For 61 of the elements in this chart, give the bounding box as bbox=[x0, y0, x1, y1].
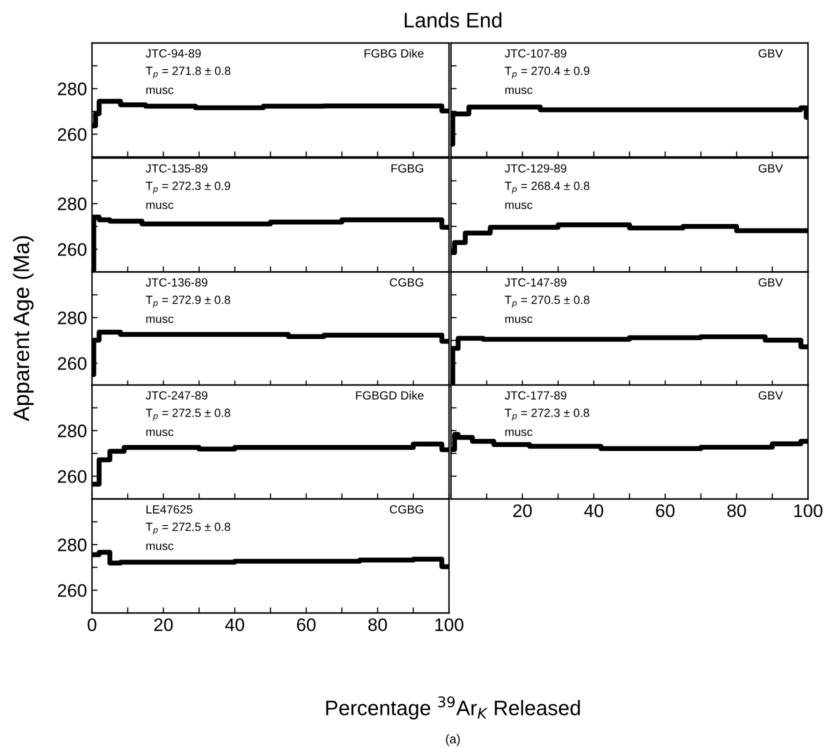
y-tick-label: 260 bbox=[58, 128, 86, 141]
y-tick-label: 280 bbox=[58, 312, 86, 324]
x-tick-label: 20 bbox=[513, 504, 532, 518]
y-tick-label: 280 bbox=[58, 198, 86, 210]
x-tick-label: 80 bbox=[368, 618, 387, 632]
annotation: musc bbox=[146, 544, 174, 550]
annotation: T$_{p}$ = 270.5 ± 0.8 bbox=[504, 296, 590, 308]
y-axis-title: Apparent Age (Ma) bbox=[12, 236, 34, 422]
annotation: T$_{p}$ = 270.4 ± 0.9 bbox=[504, 66, 590, 79]
annotation: T$_{p}$ = 272.3 ± 0.9 bbox=[146, 182, 230, 194]
annotation: GBV bbox=[758, 49, 783, 58]
annotation: JTC-136-89 bbox=[146, 278, 208, 287]
annotation: musc bbox=[505, 202, 532, 210]
annotation: CGBG bbox=[390, 505, 424, 514]
annotation: T$_{p}$ = 271.8 ± 0.8 bbox=[146, 66, 230, 79]
annotation: JTC-177-89 bbox=[504, 391, 566, 400]
annotation: musc bbox=[505, 430, 532, 436]
annotation: FGBG Dike bbox=[364, 48, 424, 58]
annotation: GBV bbox=[758, 278, 783, 287]
annotation: musc bbox=[146, 88, 174, 94]
annotation: GBV bbox=[758, 164, 783, 173]
x-tick-label: 60 bbox=[656, 504, 675, 518]
y-tick-label: 260 bbox=[58, 243, 86, 256]
annotation: T$_{p}$ = 268.4 ± 0.8 bbox=[504, 182, 590, 194]
y-tick-label: 260 bbox=[58, 357, 86, 370]
annotation: T$_{p}$ = 272.5 ± 0.8 bbox=[146, 522, 230, 535]
annotation: JTC-147-89 bbox=[504, 278, 566, 287]
x-tick-label: 80 bbox=[727, 504, 746, 518]
text: (a) bbox=[446, 734, 460, 746]
x-tick-label: 40 bbox=[584, 504, 604, 518]
annotation: T$_{p}$ = 272.5 ± 0.8 bbox=[146, 408, 230, 421]
y-tick-label: 260 bbox=[58, 584, 86, 597]
annotation: CGBG bbox=[390, 278, 424, 287]
annotation: musc bbox=[146, 202, 174, 210]
y-tick-label: 280 bbox=[58, 538, 86, 552]
y-tick-label: 280 bbox=[58, 424, 86, 438]
annotation: musc bbox=[146, 316, 174, 324]
chart-title: Lands End bbox=[404, 12, 502, 28]
x-tick-label: 100 bbox=[435, 618, 464, 632]
annotation: JTC-135-89 bbox=[146, 164, 208, 173]
x-axis-title: Percentage $^{39}$Ar$_{K}$ Released bbox=[326, 696, 580, 720]
annotation: musc bbox=[146, 430, 174, 436]
x-tick-label: 60 bbox=[297, 618, 316, 632]
annotation: GBV bbox=[758, 391, 783, 400]
annotation: T$_{p}$ = 272.3 ± 0.8 bbox=[504, 408, 590, 421]
annotation: T$_{p}$ = 272.9 ± 0.8 bbox=[146, 296, 230, 308]
annotation: JTC-94-89 bbox=[146, 49, 201, 58]
annotation: musc bbox=[505, 88, 532, 94]
annotation: LE47625 bbox=[146, 505, 192, 514]
y-tick-label: 280 bbox=[58, 82, 86, 96]
annotation: JTC-107-89 bbox=[504, 49, 566, 58]
x-tick-label: 0 bbox=[88, 618, 96, 632]
annotation: FGBG bbox=[392, 164, 424, 173]
x-tick-label: 100 bbox=[794, 504, 822, 518]
x-tick-label: 40 bbox=[225, 618, 244, 632]
annotation: JTC-129-89 bbox=[504, 164, 566, 173]
x-tick-label: 20 bbox=[154, 618, 173, 632]
annotation: FGBGD Dike bbox=[356, 390, 424, 400]
annotation: JTC-247-89 bbox=[146, 391, 208, 400]
y-tick-label: 260 bbox=[58, 470, 86, 483]
annotation: musc bbox=[505, 316, 532, 324]
